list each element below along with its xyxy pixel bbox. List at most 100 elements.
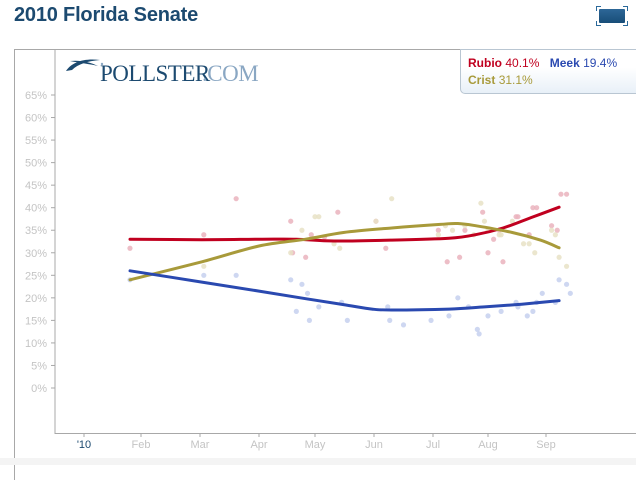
page-title: 2010 Florida Senate bbox=[14, 4, 199, 26]
poll-dot-rubio bbox=[515, 214, 521, 220]
pollster-logo: POLLSTER .COM bbox=[66, 59, 259, 86]
x-tick-label: May bbox=[305, 439, 326, 451]
poll-dot-rubio bbox=[462, 227, 468, 233]
poll-dot-meek bbox=[400, 322, 407, 328]
poll-dot-crist bbox=[549, 227, 555, 233]
poll-dot-crist bbox=[373, 218, 379, 224]
expand-icon-corner bbox=[623, 21, 628, 26]
poll-dot-meek bbox=[385, 304, 391, 310]
chart: POLLSTER .COM 65% 60% 55% 50% 45% 40% 35% 30% 25… bbox=[25, 50, 636, 451]
y-tick-label: 45% bbox=[25, 180, 47, 192]
poll-dot-rubio bbox=[308, 232, 314, 238]
legend-row-2: Crist 31.1% bbox=[468, 72, 636, 89]
expand-icon bbox=[599, 9, 625, 23]
poll-dot-rubio bbox=[383, 245, 389, 251]
poll-dot-meek bbox=[344, 317, 350, 323]
poll-dot-meek bbox=[530, 308, 536, 314]
x-tick-label: Jun bbox=[365, 439, 383, 451]
poll-dot-crist bbox=[478, 200, 484, 206]
logo-text-main: POLLSTER bbox=[100, 61, 211, 86]
y-tick-label: 60% bbox=[25, 113, 47, 125]
y-tick-label: 35% bbox=[25, 225, 47, 237]
poll-dot-meek bbox=[306, 317, 312, 323]
poll-dot-meek bbox=[304, 290, 311, 296]
poll-dot-crist bbox=[532, 250, 538, 256]
poll-dot-rubio bbox=[554, 227, 560, 233]
pollster-swoosh-icon bbox=[66, 59, 100, 71]
poll-dot-rubio bbox=[558, 191, 564, 197]
poll-dot-crist bbox=[556, 254, 562, 260]
y-tick-label: 20% bbox=[25, 293, 47, 305]
logo-text-suffix: .COM bbox=[202, 61, 258, 86]
trend-line-meek bbox=[128, 269, 561, 312]
x-tick-label: Mar bbox=[191, 439, 210, 451]
poll-dot-meek bbox=[567, 290, 573, 296]
poll-dot-rubio bbox=[530, 205, 536, 211]
poll-dot-crist bbox=[552, 232, 558, 238]
legend-crist-value: 31.1% bbox=[498, 73, 533, 87]
x-tick-label: '10 bbox=[77, 439, 91, 451]
poll-dot-meek bbox=[556, 277, 562, 283]
poll-dot-rubio bbox=[500, 259, 506, 265]
poll-dot-meek bbox=[485, 313, 491, 319]
poll-dot-crist bbox=[498, 232, 504, 238]
poll-dot-meek bbox=[476, 331, 482, 337]
poll-dot-rubio bbox=[485, 250, 491, 256]
legend-meek-value: 19.4% bbox=[583, 56, 618, 70]
x-tick-label: Sep bbox=[536, 439, 556, 451]
poll-dot-rubio bbox=[534, 205, 540, 211]
poll-dot-crist bbox=[435, 232, 441, 238]
y-tick-label: 10% bbox=[25, 338, 47, 350]
y-tick-label: 30% bbox=[25, 248, 47, 260]
x-tick-label: Apr bbox=[250, 439, 267, 451]
poll-dot-meek bbox=[455, 295, 461, 301]
y-tick-label: 50% bbox=[25, 158, 47, 170]
poll-dot-meek bbox=[498, 308, 504, 314]
poll-dot-crist bbox=[312, 214, 318, 220]
poll-dot-rubio bbox=[288, 218, 294, 224]
poll-dot-rubio bbox=[457, 254, 463, 260]
poll-dot-rubio bbox=[233, 196, 239, 202]
poll-dot-crist bbox=[288, 250, 294, 256]
poll-dot-rubio bbox=[563, 191, 570, 197]
poll-dot-rubio bbox=[444, 259, 450, 265]
poll-dot-rubio bbox=[549, 223, 555, 229]
legend-row-1: Rubio 40.1% Meek 19.4% bbox=[468, 55, 636, 72]
expand-toggle-button[interactable] bbox=[596, 6, 628, 26]
poll-dot-meek bbox=[293, 308, 299, 314]
poll-dot-rubio bbox=[303, 254, 309, 260]
trend-line-rubio bbox=[128, 205, 561, 243]
x-tick-label: Jul bbox=[426, 439, 440, 451]
legend-meek-name: Meek bbox=[549, 56, 580, 70]
poll-dot-crist bbox=[316, 214, 322, 220]
legend-rubio-value: 40.1% bbox=[505, 56, 540, 70]
y-tick-label: 0% bbox=[31, 383, 47, 395]
poll-dot-crist bbox=[509, 218, 515, 224]
y-tick-label: 40% bbox=[25, 203, 47, 215]
y-tick-label: 65% bbox=[25, 90, 47, 102]
poll-dot-crist bbox=[449, 227, 456, 233]
legend-crist-name: Crist bbox=[468, 73, 496, 87]
poll-dot-meek bbox=[288, 277, 294, 283]
x-tick-label: Aug bbox=[478, 439, 498, 451]
poll-dot-crist bbox=[201, 263, 207, 269]
poll-dot-rubio bbox=[335, 209, 341, 215]
y-tick-label: 55% bbox=[25, 135, 47, 147]
poll-dot-meek bbox=[474, 326, 480, 332]
poll-dot-meek bbox=[524, 313, 530, 319]
legend: Rubio 40.1% Meek 19.4% Crist 31.1% bbox=[460, 49, 636, 94]
y-tick-label: 15% bbox=[25, 315, 47, 327]
poll-dot-meek bbox=[428, 317, 434, 323]
poll-dot-meek bbox=[233, 272, 239, 278]
poll-dot-meek bbox=[563, 281, 570, 287]
poll-dot-meek bbox=[316, 304, 322, 310]
logo-dot-icon bbox=[100, 62, 104, 66]
bottom-band bbox=[0, 458, 636, 465]
y-tick-label: 25% bbox=[25, 270, 47, 282]
expand-icon-corner bbox=[623, 6, 628, 11]
poll-dot-meek bbox=[387, 317, 393, 323]
poll-dot-rubio bbox=[127, 245, 133, 251]
poll-dot-crist bbox=[337, 245, 343, 251]
poll-dot-crist bbox=[520, 241, 527, 247]
poll-dot-crist bbox=[481, 218, 488, 224]
